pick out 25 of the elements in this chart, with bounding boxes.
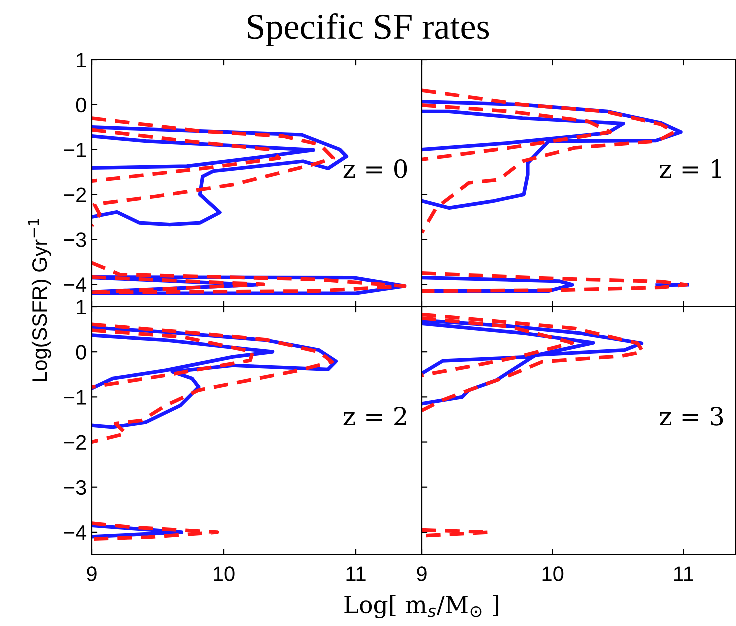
annotation: z = 2	[344, 406, 406, 426]
y-tick-label: −1	[64, 143, 86, 158]
y-tick-label: −3	[64, 232, 86, 248]
x-tick-label: 11	[346, 566, 366, 582]
y-tick-label: −3	[64, 480, 86, 496]
annotation: z = 0	[344, 159, 408, 178]
annotation: z = 1	[660, 159, 722, 178]
y-tick-label: 1	[77, 53, 86, 68]
x-axis-title: Log[ m$_{s}$/M$_{⊙}$ ]	[344, 595, 499, 618]
y-tick-label: −4	[64, 278, 87, 292]
chart-title: Specific SF rates	[248, 13, 490, 47]
x-tick-label: 9	[87, 566, 97, 582]
y-tick-label: −2	[64, 435, 86, 450]
x-tick-label: 10	[542, 566, 564, 582]
y-tick-label: 0	[76, 98, 86, 113]
x-tick-label: 9	[417, 566, 427, 582]
y-tick-label: 1	[77, 300, 86, 315]
x-tick-label: 10	[214, 566, 235, 582]
annotation: z = 3	[660, 406, 724, 426]
x-tick-label: 11	[674, 566, 694, 582]
y-tick-label: 0	[76, 345, 86, 360]
y-axis-title: Log(SSFR) Gyr$^{−1}$	[28, 219, 52, 382]
y-tick-label: −4	[64, 526, 87, 540]
y-tick-label: −1	[64, 390, 86, 405]
y-tick-label: −2	[64, 188, 86, 202]
